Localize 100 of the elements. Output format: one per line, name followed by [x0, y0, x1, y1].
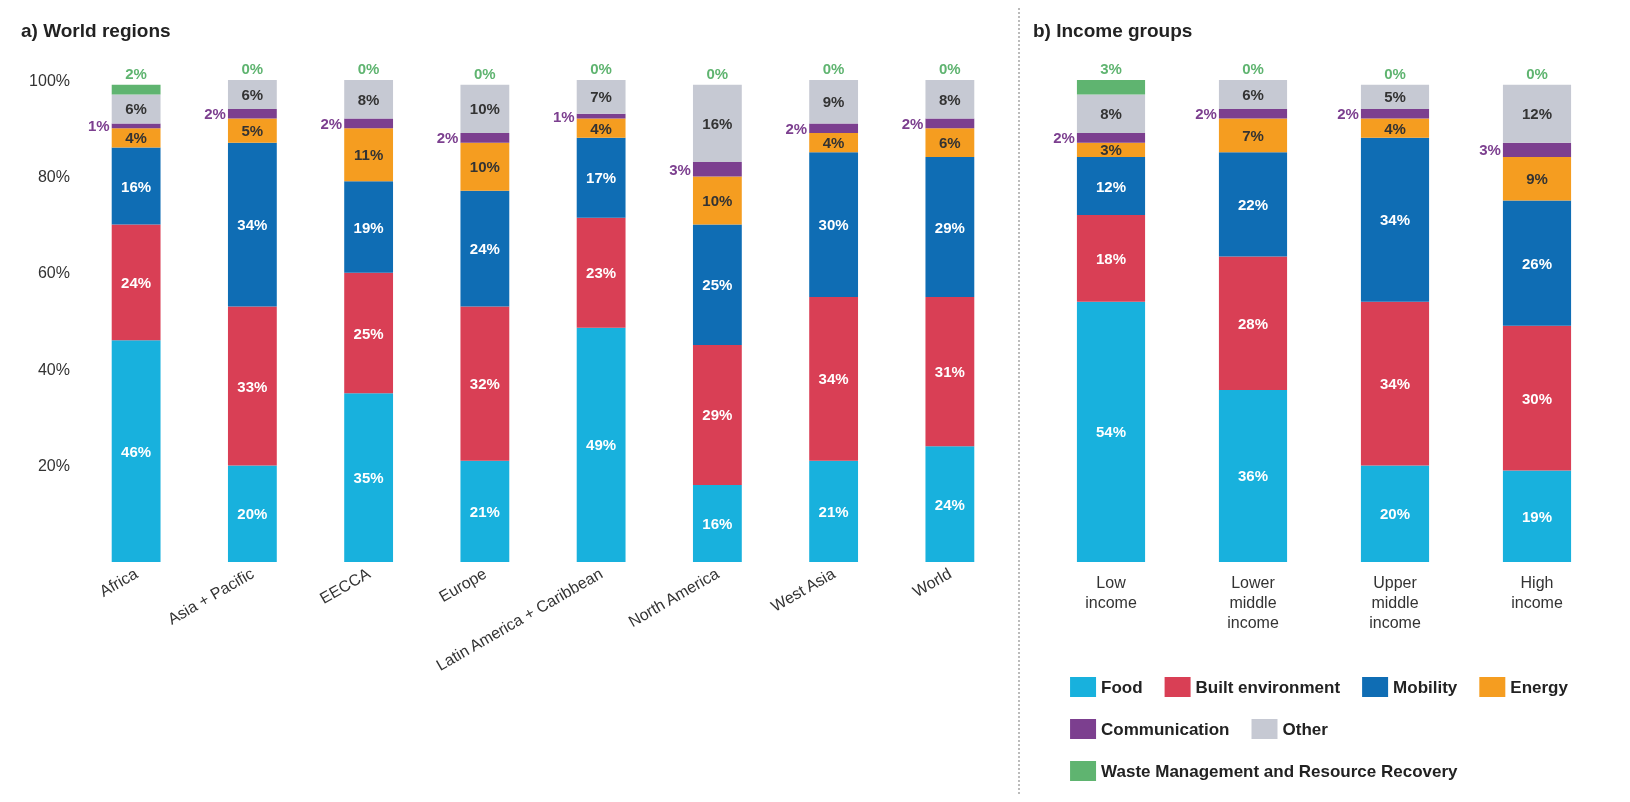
bar — [925, 157, 975, 297]
data-label: 34% — [1379, 375, 1411, 393]
data-label: 2% — [1337, 105, 1359, 123]
bar — [227, 465, 277, 562]
data-label: 34% — [237, 216, 268, 234]
bar — [692, 84, 742, 162]
bar — [1360, 301, 1430, 466]
data-label: 4% — [125, 129, 147, 147]
data-label: 24% — [121, 273, 152, 291]
data-label: 6% — [939, 134, 961, 152]
bar — [692, 161, 742, 177]
bar — [1218, 152, 1288, 257]
data-label: 33% — [237, 377, 268, 395]
data-label: 19% — [1521, 507, 1553, 525]
data-label: 4% — [590, 119, 612, 137]
bar — [692, 224, 742, 346]
data-label: 8% — [939, 90, 961, 108]
data-label: 19% — [353, 218, 384, 236]
data-label: 3% — [1479, 141, 1501, 159]
data-label: 30% — [1521, 389, 1553, 407]
bar — [809, 296, 859, 461]
bar — [1218, 389, 1288, 562]
bar — [1360, 84, 1430, 109]
data-label: 7% — [590, 88, 612, 106]
data-label: 2% — [436, 129, 459, 147]
data-label: 12% — [1095, 177, 1127, 195]
data-label: 2% — [1053, 129, 1075, 147]
data-label: 9% — [822, 93, 845, 111]
bar — [344, 128, 394, 182]
data-label: 0% — [939, 60, 961, 77]
data-label: 17% — [586, 169, 617, 187]
bar — [1076, 80, 1146, 95]
data-label: 34% — [1379, 211, 1411, 229]
data-label: 34% — [818, 370, 849, 388]
bar — [460, 84, 510, 134]
data-label: 8% — [1100, 105, 1122, 123]
bar — [925, 296, 975, 447]
y-tick-label: 80% — [37, 167, 70, 185]
data-label: 8% — [357, 90, 380, 108]
data-label: 0% — [822, 60, 845, 77]
bar — [344, 393, 394, 562]
y-tick-label: 20% — [37, 457, 70, 475]
data-label: 23% — [586, 264, 617, 282]
bar — [576, 113, 626, 119]
x-tick-label: Low income — [1085, 573, 1137, 611]
data-label: 36% — [1237, 467, 1269, 485]
data-label: 12% — [1521, 105, 1553, 123]
data-label: 0% — [357, 60, 380, 77]
y-tick-label: 40% — [37, 360, 70, 378]
data-label: 29% — [702, 406, 733, 424]
data-label: 21% — [818, 502, 849, 520]
data-label: 26% — [1521, 254, 1553, 272]
bar — [1502, 325, 1572, 471]
bar — [576, 137, 626, 218]
data-label: 3% — [1100, 141, 1122, 159]
data-label: 9% — [1526, 170, 1548, 188]
data-label: 10% — [702, 192, 733, 209]
bar — [111, 123, 161, 129]
data-label: 18% — [1095, 249, 1127, 267]
bar — [925, 118, 975, 129]
data-label: 6% — [125, 100, 147, 118]
data-label: 5% — [1384, 88, 1406, 106]
data-label: 6% — [241, 85, 264, 103]
legend-label: Waste Management and Resource Recovery — [1101, 761, 1459, 781]
data-label: 4% — [822, 134, 845, 152]
bar — [809, 80, 859, 124]
data-label: 6% — [1242, 85, 1264, 103]
data-label: 2% — [125, 64, 147, 82]
data-label: 16% — [702, 514, 733, 532]
bar — [1076, 133, 1146, 143]
data-label: 25% — [702, 276, 733, 294]
data-label: 0% — [1526, 64, 1548, 82]
data-label: 20% — [1379, 505, 1411, 523]
bar — [576, 80, 626, 114]
data-label: 0% — [706, 64, 729, 82]
data-label: 54% — [1095, 423, 1127, 441]
bar — [692, 176, 742, 225]
data-label: 0% — [241, 60, 264, 77]
data-label: 2% — [320, 114, 343, 132]
data-label: 2% — [1195, 105, 1217, 123]
bar — [925, 80, 975, 119]
data-label: 7% — [1242, 126, 1264, 144]
bar — [925, 446, 975, 562]
y-tick-label: 60% — [37, 264, 70, 282]
data-label: 16% — [121, 177, 152, 195]
chart-title: a) World regions — [21, 20, 171, 41]
data-label: 2% — [901, 114, 924, 132]
bar — [111, 224, 161, 341]
x-tick-label: Upper middle income — [1369, 573, 1421, 631]
legend-label: Energy — [1510, 677, 1569, 697]
bar — [227, 108, 277, 119]
bar — [344, 272, 394, 394]
data-label: 46% — [121, 442, 152, 460]
data-label: 28% — [1237, 314, 1269, 332]
data-label: 0% — [590, 60, 612, 77]
x-tick-label: West Asia — [768, 564, 838, 615]
data-label: 20% — [237, 505, 268, 523]
bar — [111, 84, 161, 95]
bar — [344, 118, 394, 129]
chart-title: b) Income groups — [1033, 20, 1193, 41]
